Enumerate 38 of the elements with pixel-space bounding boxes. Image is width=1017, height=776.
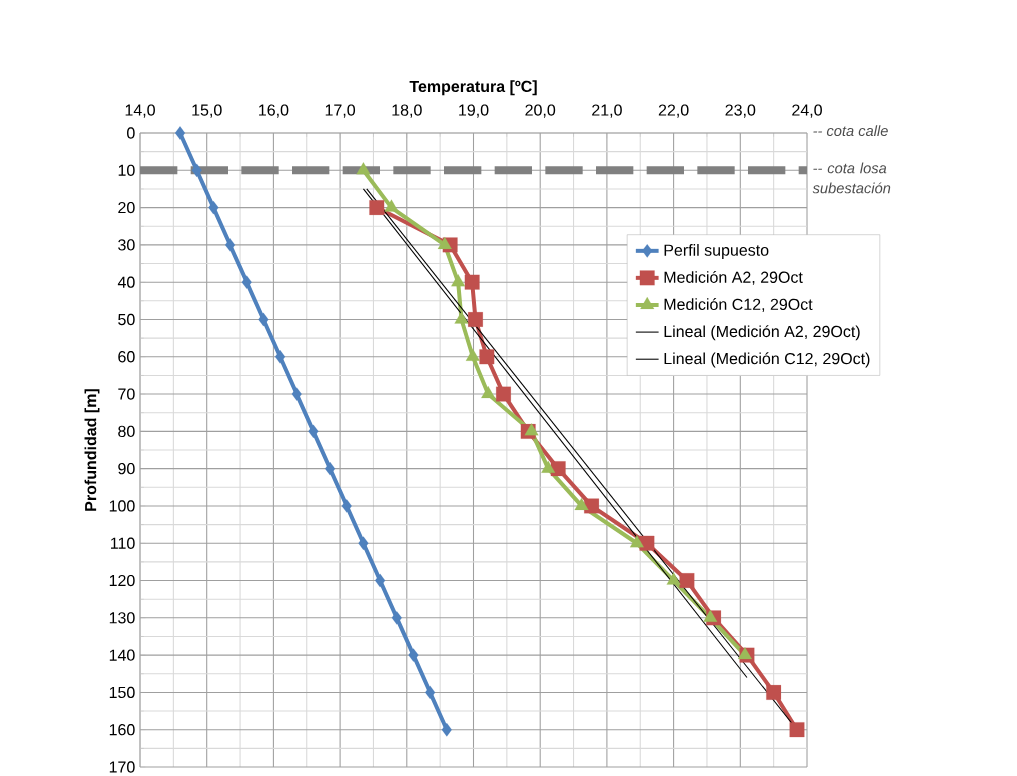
x-tick-label: 16,0 — [259, 104, 289, 118]
y-tick-label: 170 — [109, 761, 135, 773]
x-tick-label: 19,0 — [459, 104, 489, 118]
y-tick-label: 30 — [118, 239, 135, 251]
legend-label: Medición C12, 29Oct — [664, 298, 813, 312]
x-tick-label: 24,0 — [792, 104, 822, 118]
x-tick-label: 22,0 — [658, 104, 689, 118]
text: -- cota calle — [813, 125, 888, 137]
y-tick-label: 130 — [109, 612, 135, 624]
y-tick-label: 90 — [118, 462, 135, 475]
ref-line-label: -- cota losa subestación — [812, 162, 891, 194]
y-tick-label: 150 — [109, 686, 135, 699]
y-tick-label: 50 — [118, 313, 135, 326]
x-tick-label: 14,0 — [125, 104, 155, 118]
x-tick-label: 21,0 — [592, 104, 622, 118]
legend-label: Lineal (Medición A2, 29Oct) — [664, 325, 860, 341]
legend-label: Lineal (Medición C12, 29Oct) — [664, 352, 870, 368]
x-tick-label: 20,0 — [525, 104, 556, 118]
y-tick-label: 0 — [127, 127, 135, 139]
x-tick-label: 17,0 — [325, 104, 356, 118]
legend-label: Medición A2, 29Oct — [664, 270, 803, 285]
x-tick-label: 15,0 — [192, 104, 222, 118]
y-tick-label: 160 — [109, 724, 135, 736]
y-axis-title: Profundidad [m] — [84, 389, 100, 511]
y-tick-label: 80 — [118, 425, 135, 438]
y-tick-label: 70 — [118, 388, 135, 400]
y-tick-label: 120 — [109, 574, 135, 587]
y-tick-label: 40 — [117, 276, 135, 288]
y-tick-label: 140 — [109, 649, 135, 661]
y-tick-label: 10 — [118, 164, 135, 176]
x-tick-label: 23,0 — [725, 104, 756, 118]
y-tick-label: 60 — [118, 351, 135, 363]
y-tick-label: 20 — [118, 201, 135, 214]
legend-label: Perfil supuesto — [664, 244, 769, 259]
y-tick-label: 100 — [109, 500, 135, 512]
x-axis-title: Temperatura [ºC] — [409, 80, 537, 96]
x-tick-label: 18,0 — [392, 104, 422, 118]
y-tick-label: 110 — [111, 537, 135, 549]
